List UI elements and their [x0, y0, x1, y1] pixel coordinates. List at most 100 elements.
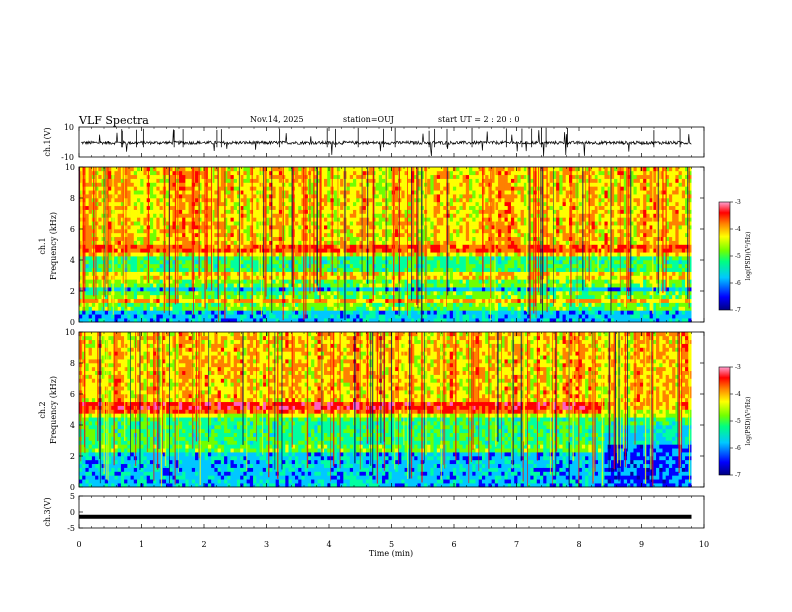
spectrogram-cell	[172, 283, 177, 288]
spectrogram-cell	[159, 229, 164, 234]
spectrogram-cell	[340, 287, 344, 292]
spectrogram-cell	[265, 263, 270, 269]
spectrogram-cell	[369, 178, 373, 183]
spectrogram-cell	[362, 240, 367, 245]
spectrogram-cell	[236, 302, 241, 307]
spectrogram-cell	[182, 167, 186, 172]
spectrogram-cell	[349, 291, 354, 296]
spectrogram-cell	[346, 232, 351, 238]
spectrogram-cell	[275, 271, 280, 276]
spectrogram-cell	[385, 279, 389, 284]
spectrogram-cell	[320, 306, 325, 311]
spectrogram-cell	[401, 283, 405, 288]
spectrogram-cell	[220, 174, 225, 179]
spectrogram-cell	[375, 314, 380, 319]
spectrogram-cell	[288, 229, 293, 234]
spectrogram-cell	[320, 248, 325, 253]
spectrogram-cell	[120, 283, 125, 288]
spectrogram-cell	[394, 170, 399, 176]
spectrogram-cell	[456, 263, 460, 269]
spectrogram-cell	[236, 167, 241, 172]
spectrogram-cell	[324, 306, 328, 311]
spectrogram-cell	[275, 248, 280, 253]
spectrogram-cell	[311, 244, 315, 249]
spectrogram-cell	[394, 298, 399, 303]
spectrogram-cell	[353, 260, 357, 265]
spectrogram-cell	[220, 260, 225, 265]
spectrogram-cell	[230, 205, 235, 210]
spectrogram-cell	[249, 244, 254, 249]
spectrogram-cell	[272, 236, 276, 241]
spectrogram-cell	[333, 310, 338, 315]
spectrogram-cell	[153, 221, 157, 226]
spectrogram-cell	[436, 236, 441, 241]
spectrogram-cell	[88, 248, 93, 253]
spectrogram-cell	[240, 209, 244, 214]
spectrogram-cell	[449, 232, 454, 238]
spectrogram-cell	[236, 248, 241, 253]
spectrogram-cell	[233, 213, 238, 218]
spectrogram-cell	[230, 229, 235, 234]
spectrogram-cell	[166, 260, 170, 265]
spectrogram-cell	[385, 213, 389, 218]
ch1-ytick-bottom: -10	[61, 153, 74, 162]
spectrogram-cell	[336, 174, 341, 179]
spectrogram-cell	[382, 256, 386, 261]
spectrogram-cell	[278, 248, 283, 253]
spectrogram-cell	[472, 190, 476, 195]
spectrogram-cell	[472, 205, 476, 210]
spectrogram-cell	[214, 225, 218, 230]
spectrogram-cell	[117, 287, 122, 292]
spectrogram-cell	[443, 225, 447, 230]
spectrogram-cell	[317, 298, 322, 303]
spectrogram-cell	[127, 217, 131, 222]
spectrogram-cell	[336, 213, 341, 218]
spectrogram-cell	[137, 240, 141, 245]
station-label: station=OUJ	[343, 115, 394, 124]
spectrogram-cell	[140, 167, 144, 172]
spectrogram-cell	[333, 186, 338, 191]
spectrogram-cell	[153, 260, 157, 265]
spectrogram-cell	[188, 291, 193, 296]
spectrogram-cell	[472, 291, 476, 296]
spectrogram-cell	[98, 198, 102, 203]
spectrogram-cell	[433, 178, 438, 183]
spectrogram-cell	[288, 167, 293, 172]
spectrogram-cell	[91, 294, 96, 300]
spectrogram-cell	[417, 170, 422, 176]
spectrogram-cell	[130, 252, 135, 257]
spectrogram-cell	[369, 275, 373, 280]
spectrogram-cell	[407, 310, 412, 315]
spectrogram-cell	[149, 271, 154, 276]
spectrogram-cell	[404, 314, 409, 319]
spectrogram-cell	[98, 186, 102, 191]
spectrogram-cell	[462, 201, 467, 207]
spectrogram-cell	[346, 263, 351, 269]
spectrogram-cell	[333, 248, 338, 253]
spectrogram-cell	[294, 287, 299, 292]
spectrogram-cell	[465, 182, 470, 187]
spectrogram-cell	[130, 294, 135, 300]
spectrogram-cell	[333, 314, 338, 319]
spectrogram-cell	[385, 194, 389, 199]
spectrogram-cell	[185, 174, 189, 179]
spectrogram-cell	[385, 271, 389, 276]
spectrogram-cell	[333, 298, 338, 303]
spectrogram-cell	[178, 201, 183, 207]
spectrogram-cell	[288, 279, 293, 284]
spectrogram-cell	[433, 306, 438, 311]
spectrogram-cell	[227, 283, 231, 288]
spectrogram-cell	[459, 229, 463, 234]
spectrogram-cell	[159, 201, 164, 207]
spectrogram-cell	[178, 194, 183, 199]
spectrogram-cell	[407, 252, 412, 257]
spectrogram-cell	[256, 314, 260, 319]
spectrogram-cell	[433, 174, 438, 179]
spectrogram-cell	[423, 302, 428, 307]
spectrogram-cell	[224, 201, 228, 207]
spectrogram-cell	[340, 263, 344, 269]
spectrogram-cell	[95, 248, 99, 253]
spectrogram-cell	[385, 260, 389, 265]
spectrogram-cell	[88, 221, 93, 226]
spectrogram-cell	[433, 201, 438, 207]
